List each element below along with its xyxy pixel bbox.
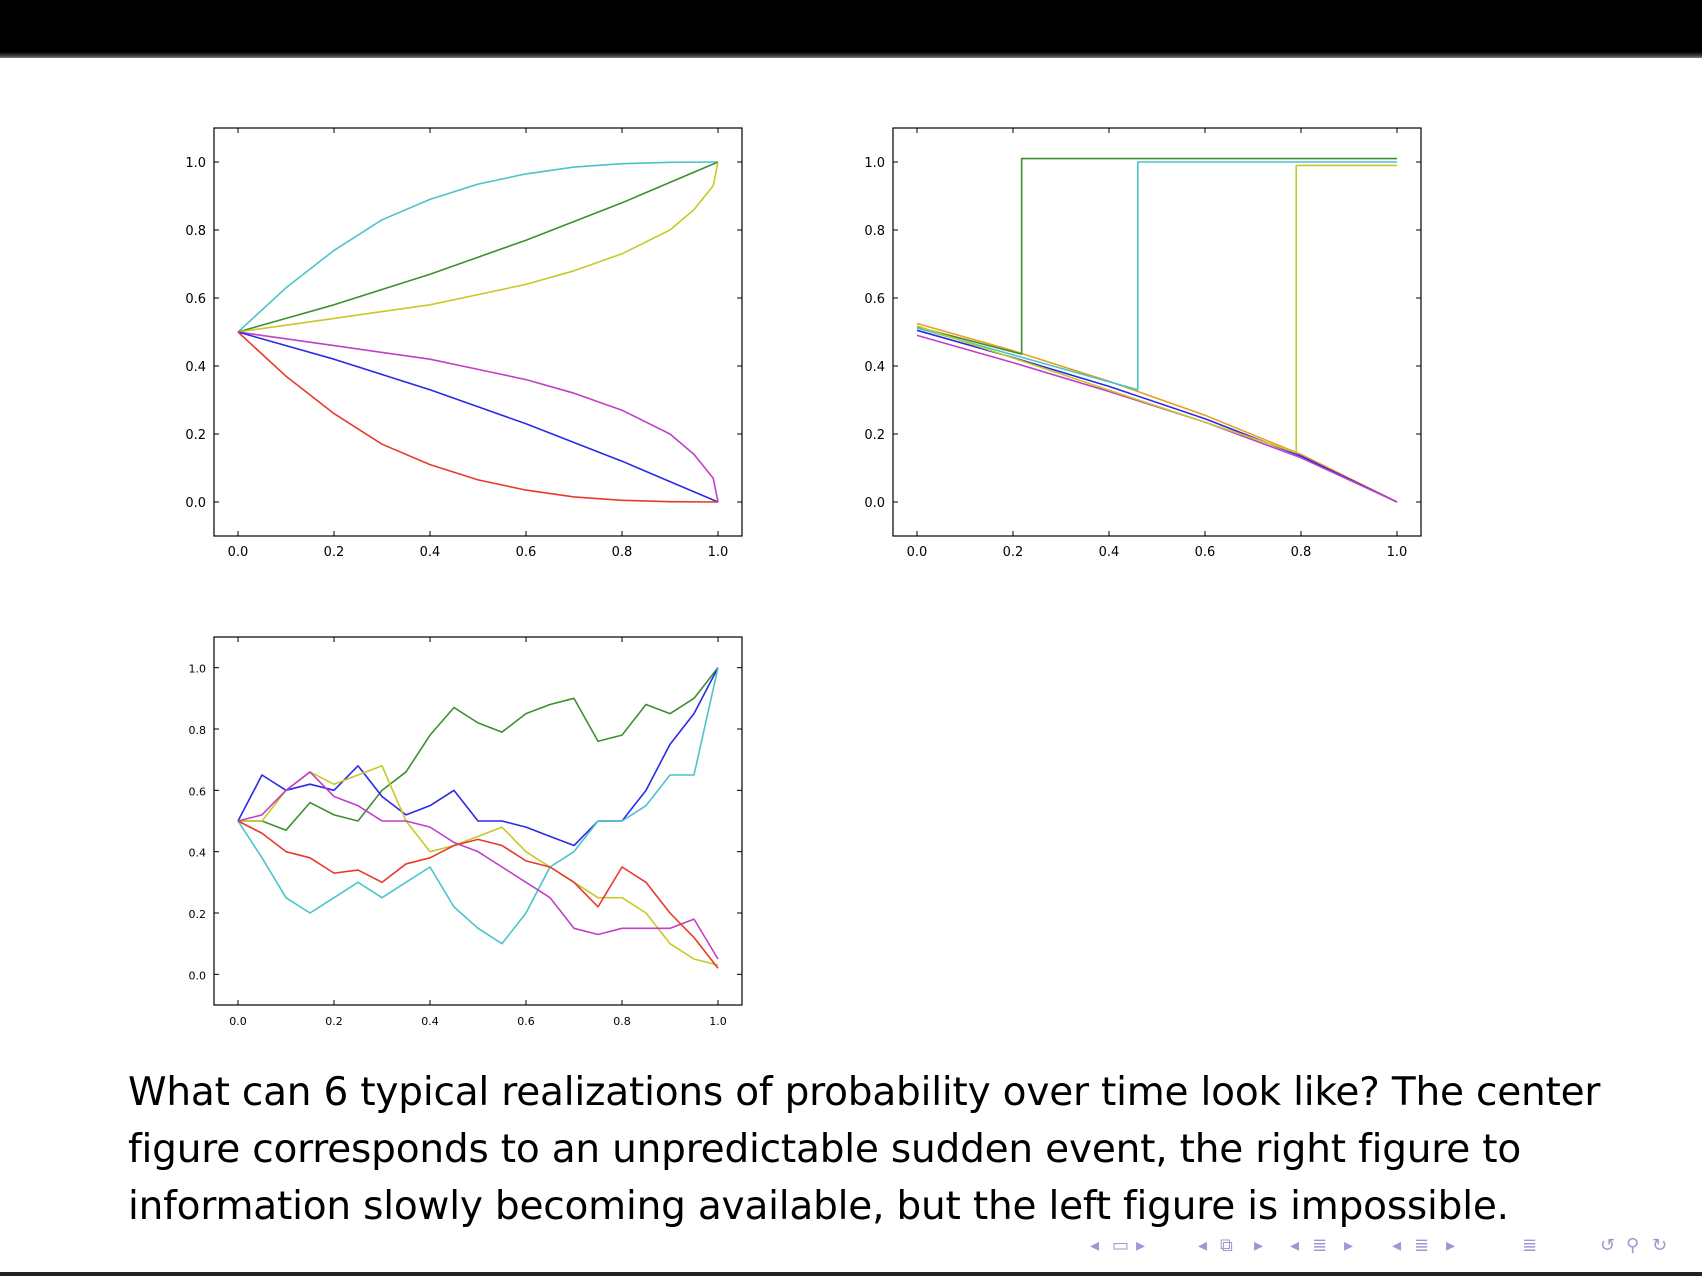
slide-footer-rule <box>0 1272 1702 1276</box>
chart-random-walk-svg: 0.0 0.2 0.4 0.6 0.8 1.0 0.0 0.2 0.4 0.6 0.8 1.0 <box>189 636 743 1028</box>
align-icon[interactable]: ≣ <box>1522 1235 1538 1256</box>
series-line <box>238 765 719 966</box>
series-line <box>916 164 1397 454</box>
slide-caption: What can 6 typical realizations of proba… <box>128 1070 1601 1229</box>
redo-icon[interactable]: ↻ <box>1652 1235 1668 1256</box>
y-tick-label: 0.4 <box>864 360 885 375</box>
slide-header-bar <box>0 0 1702 58</box>
x-tick-label: 0.8 <box>612 545 633 560</box>
subsection-icon[interactable]: ⧉ <box>1220 1235 1233 1256</box>
y-tick-label: 0.2 <box>189 908 207 921</box>
triangle-right-icon[interactable]: ▸ <box>1344 1235 1354 1256</box>
series-line <box>237 161 719 333</box>
triangle-right-icon[interactable]: ▸ <box>1446 1235 1456 1256</box>
y-tick-label: 1.0 <box>189 663 207 676</box>
y-tick-label: 0.6 <box>864 292 885 307</box>
y-tick-label: 0.4 <box>189 847 207 860</box>
x-tick-label: 0.6 <box>1195 545 1216 560</box>
series-line <box>916 157 1397 355</box>
series-line <box>237 331 719 503</box>
y-tick-label: 0.6 <box>189 785 207 798</box>
x-tick-label: 0.4 <box>1099 545 1120 560</box>
x-tick-label: 0.2 <box>325 1015 343 1028</box>
beamer-navigation-bar: ◂ ▭ ▸ ◂ ⧉ ▸ ◂ ≣ ▸ ◂ ≣ ▸ ≣ ↺ ⚲ ↻ <box>1090 1235 1702 1261</box>
plot-frame <box>892 127 1422 537</box>
plot-frame <box>213 127 743 537</box>
y-tick-label: 1.0 <box>864 156 885 171</box>
x-tick-label: 0.4 <box>420 545 441 560</box>
series-line <box>916 161 1397 391</box>
chart-smooth-paths: 0.0 0.2 0.4 0.6 0.8 1.0 0.0 0.2 0.4 0.6 0.8 1.0 <box>185 127 743 560</box>
y-tick-label: 0.8 <box>864 224 885 239</box>
y-tick-label: 0.2 <box>864 428 885 443</box>
y-tick-label: 0.0 <box>189 969 207 982</box>
frame-icon[interactable]: ▭ <box>1112 1235 1130 1256</box>
triangle-right-icon[interactable]: ▸ <box>1136 1235 1146 1256</box>
x-tick-label: 0.8 <box>1291 545 1312 560</box>
series-line <box>237 771 719 960</box>
series-line <box>237 331 719 503</box>
x-tick-label: 1.0 <box>1387 545 1408 560</box>
series-line <box>237 161 719 333</box>
triangle-left-icon[interactable]: ◂ <box>1290 1235 1300 1256</box>
series-line <box>237 820 719 969</box>
x-tick-label: 0.6 <box>516 545 537 560</box>
section-icon[interactable]: ≣ <box>1312 1235 1328 1256</box>
y-tick-label: 0.0 <box>185 496 206 511</box>
y-tick-label: 0.2 <box>185 428 206 443</box>
series-line <box>916 322 1398 503</box>
y-tick-label: 0.4 <box>185 360 206 375</box>
y-tick-label: 0.8 <box>185 224 206 239</box>
x-tick-label: 0.2 <box>1003 545 1024 560</box>
x-tick-label: 1.0 <box>709 1015 727 1028</box>
y-tick-label: 0.6 <box>185 292 206 307</box>
x-tick-label: 0.0 <box>229 1015 247 1028</box>
series-line <box>237 331 719 503</box>
chart-sudden-svg: 0.0 0.2 0.4 0.6 0.8 1.0 0.0 0.2 0.4 0.6 0.8 1.0 <box>864 127 1422 560</box>
y-tick-label: 0.8 <box>189 724 207 737</box>
toc-icon[interactable]: ≣ <box>1414 1235 1430 1256</box>
x-tick-label: 0.0 <box>228 545 249 560</box>
series-line <box>238 667 719 831</box>
series-line <box>237 667 719 847</box>
y-tick-label: 0.0 <box>864 496 885 511</box>
x-tick-label: 0.8 <box>613 1015 631 1028</box>
triangle-right-icon[interactable]: ▸ <box>1254 1235 1264 1256</box>
x-tick-label: 0.0 <box>907 545 928 560</box>
chart-sudden-event: 0.0 0.2 0.4 0.6 0.8 1.0 0.0 0.2 0.4 0.6 0.8 1.0 <box>864 127 1422 560</box>
series-line <box>237 667 719 945</box>
x-tick-label: 0.2 <box>324 545 345 560</box>
x-tick-label: 1.0 <box>708 545 729 560</box>
x-tick-label: 0.6 <box>517 1015 535 1028</box>
search-icon[interactable]: ⚲ <box>1626 1235 1640 1256</box>
triangle-left-icon[interactable]: ◂ <box>1198 1235 1208 1256</box>
chart-smooth-svg: 0.0 0.2 0.4 0.6 0.8 1.0 0.0 0.2 0.4 0.6 0.8 1.0 <box>185 127 743 560</box>
y-tick-label: 1.0 <box>185 156 206 171</box>
triangle-left-icon[interactable]: ◂ <box>1392 1235 1402 1256</box>
x-tick-label: 0.4 <box>421 1015 439 1028</box>
series-line <box>237 161 719 333</box>
undo-icon[interactable]: ↺ <box>1600 1235 1616 1256</box>
triangle-left-icon[interactable]: ◂ <box>1090 1235 1100 1256</box>
chart-random-walk: 0.0 0.2 0.4 0.6 0.8 1.0 0.0 0.2 0.4 0.6 0.8 1.0 <box>189 636 743 1028</box>
